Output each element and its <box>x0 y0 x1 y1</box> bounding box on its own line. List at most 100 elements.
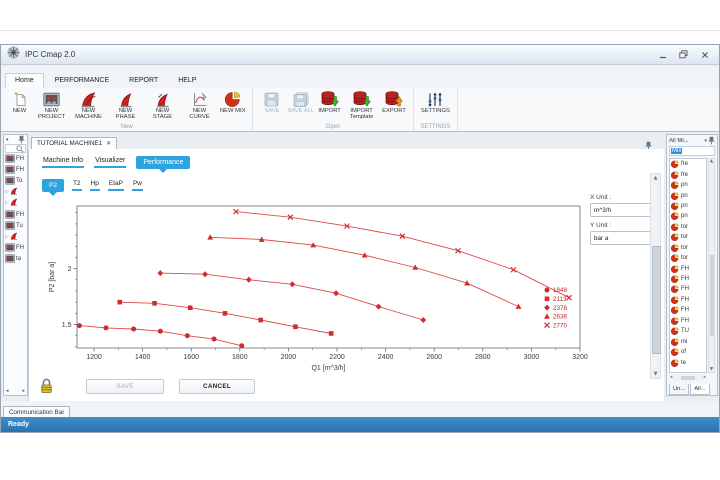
import-template-button[interactable]: IMPORT Template <box>343 90 380 122</box>
scroll-up-icon[interactable]: ▲ <box>653 175 658 181</box>
nav-tab-visualizer[interactable]: Visualizer <box>94 157 127 168</box>
subnav-tab-pw[interactable]: Pw <box>131 180 143 191</box>
mix-list-item[interactable]: pn <box>670 201 706 211</box>
new-machine-button[interactable]: NEW MACHINE <box>70 90 107 122</box>
mix-list-item[interactable]: fre <box>670 169 706 179</box>
mix-item-label: tor <box>681 223 689 230</box>
tree-search-input[interactable] <box>5 144 26 153</box>
expander-icon[interactable]: ▷ <box>5 189 9 196</box>
chevron-down-icon[interactable]: ▾ <box>704 137 707 144</box>
subnav-tab-etap[interactable]: EtaP <box>107 180 124 191</box>
project-icon <box>5 220 15 231</box>
mix-list-item[interactable]: FH <box>670 274 706 284</box>
export-button[interactable]: EXPORT <box>380 90 408 122</box>
scroll-left-icon[interactable]: ◂ <box>6 388 9 394</box>
new-stage-button[interactable]: NEW STAGE <box>144 90 181 122</box>
mix-list-item[interactable]: tor <box>670 243 706 253</box>
mix-filter-input[interactable]: Mix <box>669 146 715 156</box>
expander-icon[interactable]: ▷ <box>5 233 9 240</box>
mix-list-item[interactable]: te <box>670 357 706 367</box>
tree-item[interactable]: To <box>4 175 27 186</box>
tree-item[interactable]: ▷ <box>4 187 27 198</box>
mix-list-item[interactable]: FH <box>670 316 706 326</box>
cancel-button[interactable]: CANCEL <box>179 379 255 394</box>
mix-list-item[interactable]: fre <box>670 159 706 169</box>
tree-item[interactable]: FH <box>4 243 27 254</box>
nav-tab-performance[interactable]: Performance <box>136 156 191 173</box>
close-button[interactable] <box>696 48 713 61</box>
mix-item-label: of <box>681 349 687 356</box>
import-button[interactable]: IMPORT <box>316 90 343 122</box>
chart-area-scrollbar[interactable]: ▲ ▼ <box>650 173 661 379</box>
mix-list-item[interactable]: mi <box>670 336 706 346</box>
mix-list-item[interactable]: pn <box>670 211 706 221</box>
x-unit-select[interactable]: m^3/h ▾ <box>590 203 656 217</box>
mix-list-item[interactable]: FH <box>670 284 706 294</box>
scroll-left-icon[interactable]: ◂ <box>670 375 673 380</box>
mix-list-hscrollbar[interactable]: ◂ ▸ <box>669 374 707 381</box>
close-icon[interactable]: ✕ <box>106 141 112 147</box>
settings-button[interactable]: SETTINGS <box>419 90 452 122</box>
mix-list-item[interactable]: pn <box>670 180 706 190</box>
pin-icon[interactable] <box>18 131 25 149</box>
save-button[interactable]: SAVE <box>86 379 164 394</box>
mix-list-item[interactable]: FH <box>670 295 706 305</box>
status-text: Ready <box>8 421 30 428</box>
menu-tab-home[interactable]: Home <box>5 73 44 88</box>
new-mix-button[interactable]: NEW MIX <box>218 90 247 122</box>
scroll-down-icon[interactable]: ▼ <box>709 367 714 372</box>
mix-list-scrollbar[interactable]: ▲ ▼ <box>708 158 715 373</box>
mix-list-item[interactable]: tor <box>670 253 706 263</box>
y-unit-value: bar a <box>594 234 609 242</box>
tree-item[interactable]: ▷ <box>4 198 27 209</box>
scrollbar-thumb[interactable] <box>681 375 695 380</box>
mix-list-item[interactable]: tor <box>670 222 706 232</box>
menu-tab-performance[interactable]: PERFORMANCE <box>54 77 110 84</box>
scroll-up-icon[interactable]: ▲ <box>709 159 714 164</box>
scroll-down-icon[interactable]: ▼ <box>653 371 658 377</box>
svg-text:2600: 2600 <box>426 354 442 361</box>
panel-tab-all[interactable]: All... <box>690 384 710 395</box>
pie-icon <box>670 316 679 326</box>
restore-button[interactable] <box>675 48 692 61</box>
scroll-right-icon[interactable]: ▸ <box>703 375 706 380</box>
svg-text:1200: 1200 <box>86 354 102 361</box>
tree-item[interactable]: FH <box>4 164 27 175</box>
mix-list-item[interactable]: TU <box>670 326 706 336</box>
mix-list-item[interactable]: FH <box>670 263 706 273</box>
pin-icon[interactable] <box>645 137 652 155</box>
performance-subnav: P2 T2 Hp EtaP Pw <box>42 179 151 196</box>
new-phase-button[interactable]: NEW PHASE <box>107 90 144 122</box>
minimize-button[interactable] <box>654 48 671 61</box>
mix-list-item[interactable]: pn <box>670 190 706 200</box>
mix-list-item[interactable]: tor <box>670 232 706 242</box>
tree-item[interactable]: Tu <box>4 220 27 231</box>
ribbon-group-label: New <box>120 124 133 130</box>
scroll-right-icon[interactable]: ▸ <box>22 388 25 394</box>
subnav-tab-t2[interactable]: T2 <box>71 180 82 191</box>
subnav-tab-hp[interactable]: Hp <box>89 180 100 191</box>
mix-list-item[interactable]: of <box>670 347 706 357</box>
tree-item[interactable]: FH <box>4 153 27 164</box>
pie-icon <box>670 274 679 284</box>
tree-item[interactable]: ▷ <box>4 231 27 242</box>
save-all-button[interactable]: SAVE ALL <box>285 90 316 122</box>
expander-icon[interactable]: ▷ <box>5 200 9 207</box>
tree-item[interactable]: FH <box>4 209 27 220</box>
scrollbar-thumb[interactable] <box>709 254 714 336</box>
tree-item[interactable]: ta <box>4 254 27 265</box>
panel-tab-un[interactable]: Un... <box>669 384 690 395</box>
menu-tab-report[interactable]: REPORT <box>129 77 159 84</box>
mix-list-item[interactable]: FH <box>670 305 706 315</box>
menu-tab-help[interactable]: HELP <box>178 77 197 84</box>
nav-tab-machine-info[interactable]: Machine Info <box>42 157 85 168</box>
save-button[interactable]: SAVE <box>258 90 285 122</box>
y-unit-select[interactable]: bar a ▾ <box>590 231 656 245</box>
subnav-tab-p2[interactable]: P2 <box>42 179 64 196</box>
new-curve-button[interactable]: NEW CURVE <box>181 90 218 122</box>
scrollbar-thumb[interactable] <box>652 246 661 354</box>
chevron-down-icon[interactable]: ▾ <box>6 136 9 143</box>
pin-icon[interactable] <box>708 132 715 150</box>
new-project-button[interactable]: NEW PROJECT <box>33 90 70 122</box>
new-button[interactable]: NEW <box>6 90 33 122</box>
